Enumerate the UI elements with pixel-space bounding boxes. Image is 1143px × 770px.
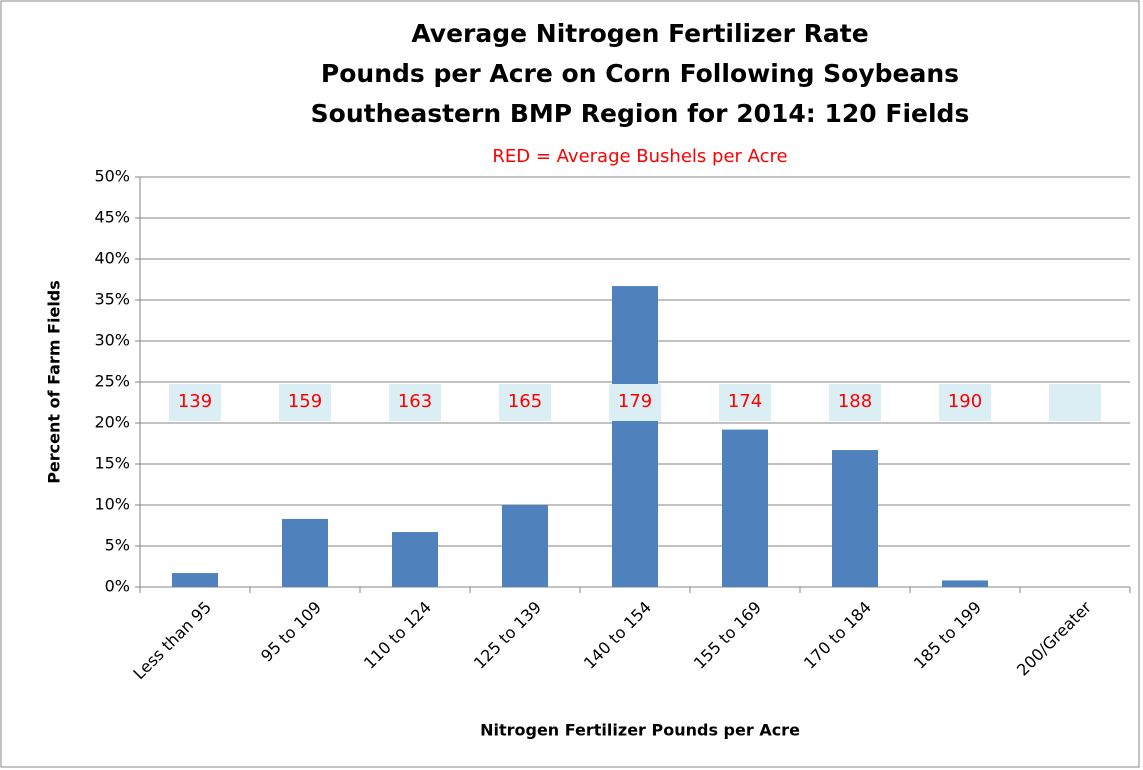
bar — [392, 532, 438, 587]
y-tick-label: 5% — [105, 536, 130, 555]
yield-label: 165 — [508, 391, 542, 412]
bar — [502, 505, 548, 587]
yield-label: 179 — [618, 391, 652, 412]
yield-box — [719, 384, 771, 421]
y-tick-label: 25% — [94, 372, 130, 391]
bar — [942, 580, 988, 587]
bar — [722, 429, 768, 587]
chart-title: Pounds per Acre on Corn Following Soybea… — [321, 59, 959, 88]
bar — [612, 286, 658, 587]
y-tick-label: 15% — [94, 454, 130, 473]
yield-label: 163 — [398, 391, 432, 412]
y-tick-label: 50% — [94, 167, 130, 186]
x-axis-label: Nitrogen Fertilizer Pounds per Acre — [480, 721, 800, 740]
bar — [832, 450, 878, 587]
bar — [172, 573, 218, 587]
yield-box — [169, 384, 221, 421]
y-tick-label: 40% — [94, 249, 130, 268]
yield-box — [499, 384, 551, 421]
yield-label: 188 — [838, 391, 872, 412]
yield-box — [389, 384, 441, 421]
yield-label: 159 — [288, 391, 322, 412]
y-tick-label: 0% — [105, 577, 130, 596]
y-tick-label: 20% — [94, 413, 130, 432]
yield-box — [829, 384, 881, 421]
y-tick-label: 35% — [94, 290, 130, 309]
yield-label: 139 — [178, 391, 212, 412]
bar — [282, 518, 328, 587]
subtitle: RED = Average Bushels per Acre — [492, 146, 787, 167]
yield-box — [939, 384, 991, 421]
y-tick-label: 30% — [94, 331, 130, 350]
chart-title: Southeastern BMP Region for 2014: 120 Fi… — [311, 99, 970, 128]
yield-box — [279, 384, 331, 421]
yield-box — [609, 384, 661, 421]
yield-label: 174 — [728, 391, 762, 412]
yield-box — [1049, 384, 1101, 421]
yield-label: 190 — [948, 391, 982, 412]
y-tick-label: 10% — [94, 495, 130, 514]
y-tick-label: 45% — [94, 208, 130, 227]
chart-title: Average Nitrogen Fertilizer Rate — [411, 19, 868, 48]
y-axis-label: Percent of Farm Fields — [45, 280, 64, 484]
